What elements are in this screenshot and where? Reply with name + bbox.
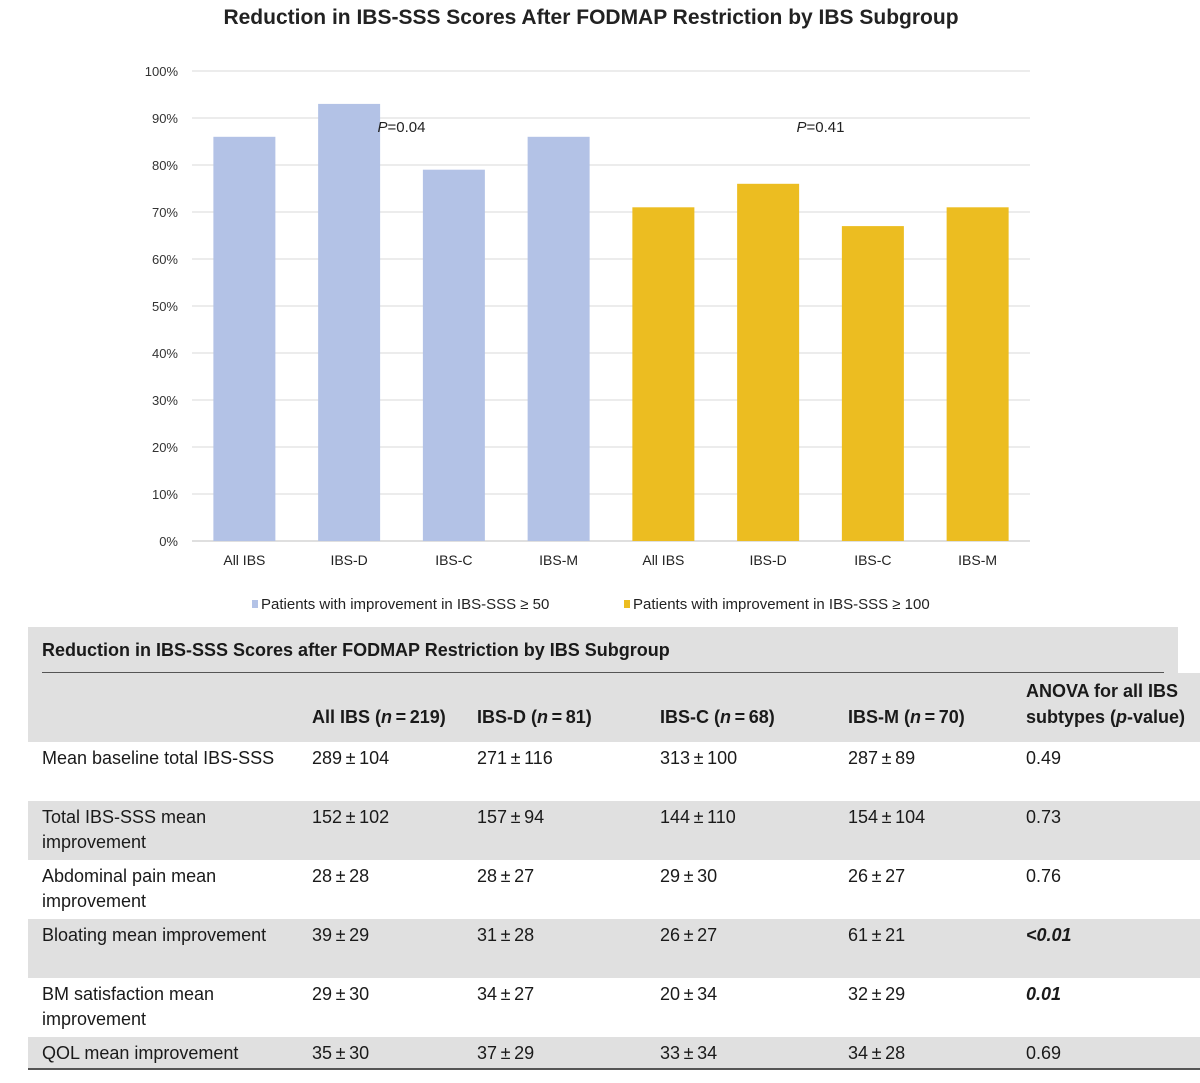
table-cell: 61 ± 21 [848, 925, 906, 945]
bar-ge100-ibs-c [841, 226, 904, 541]
table-cell: 157 ± 94 [477, 807, 545, 827]
table-cell: 154 ± 104 [848, 807, 926, 827]
table-cell: 29 ± 30 [312, 984, 370, 1004]
table-cell: 28 ± 27 [477, 866, 535, 886]
row-label: Total IBS-SSS mean improvement [42, 807, 207, 852]
bar-ge100-ibs-d [737, 183, 800, 542]
table-cell: 33 ± 34 [660, 1043, 718, 1063]
table-cell: 31 ± 28 [477, 925, 535, 945]
table-row: QOL mean improvement 35 ± 30 37 ± 29 33 ± 3… [28, 1037, 1200, 1069]
bar-ge100-ibs-m [946, 207, 1009, 542]
table-cell: 313 ± 100 [660, 748, 738, 768]
anova-p-value: 0.76 [1026, 866, 1062, 886]
y-tick-label: 0% [159, 534, 178, 549]
bar-ge50-all-ibs [213, 136, 276, 542]
table-caption: Reduction in IBS-SSS Scores after FODMAP… [28, 627, 1178, 673]
column-header: IBS-M (n = 70) [848, 707, 965, 727]
column-header: ANOVA for all IBS subtypes (p-value) [1026, 681, 1186, 727]
row-label: Mean baseline total IBS-SSS [42, 748, 275, 768]
x-axis-categories: All IBS IBS-D IBS-C IBS-M All IBS IBS-D IBS-C I… [223, 552, 997, 568]
legend: Patients with improvement in IBS-SSS ≥ 5… [252, 596, 930, 613]
legend-swatch [252, 600, 258, 608]
x-category-label: IBS-M [539, 552, 578, 568]
x-category-label: IBS-M [958, 552, 997, 568]
y-tick-label: 30% [152, 393, 178, 408]
y-tick-label: 90% [152, 111, 178, 126]
y-tick-label: 80% [152, 158, 178, 173]
table-cell: 26 ± 27 [660, 925, 718, 945]
x-category-label: IBS-C [854, 552, 891, 568]
bar-ge50-ibs-c [422, 169, 485, 541]
bars [213, 103, 1009, 542]
table-cell: 28 ± 28 [312, 866, 370, 886]
p-value-annotations: P=0.04 P=0.41 [378, 119, 845, 136]
anova-p-value: 0.69 [1026, 1043, 1062, 1063]
legend-swatch [624, 600, 630, 608]
table-header-row: All IBS (n = 219) IBS-D (n = 81) IBS-C (n … [28, 673, 1200, 742]
table-row: Total IBS-SSS mean improvement 152 ± 102 1… [28, 801, 1200, 860]
x-category-label: All IBS [223, 552, 265, 568]
table-cell: 289 ± 104 [312, 748, 390, 768]
table-cell: 35 ± 30 [312, 1043, 370, 1063]
row-label: Bloating mean improvement [42, 925, 267, 945]
table-cell: 26 ± 27 [848, 866, 906, 886]
y-tick-label: 70% [152, 205, 178, 220]
table-cell: 20 ± 34 [660, 984, 718, 1004]
table-row: Abdominal pain mean improvement 28 ± 28 28… [28, 860, 1200, 919]
legend-entry: Patients with improvement in IBS-SSS ≥ 1… [633, 596, 930, 613]
table-cell: 287 ± 89 [848, 748, 916, 768]
row-label: BM satisfaction mean improvement [42, 984, 215, 1029]
table-cell: 271 ± 116 [477, 748, 553, 768]
bar-ge50-ibs-m [527, 136, 590, 542]
header-empty [28, 673, 312, 742]
table-cell: 32 ± 29 [848, 984, 906, 1004]
legend-entry: Patients with improvement in IBS-SSS ≥ 5… [261, 596, 549, 613]
y-axis-ticks: 0% 10% 20% 30% 40% 50% 60% 70% 80% 90% 100% [145, 64, 179, 549]
bar-ge100-all-ibs [632, 207, 695, 542]
y-tick-label: 100% [145, 64, 179, 79]
table-cell: 29 ± 30 [660, 866, 718, 886]
y-tick-label: 10% [152, 487, 178, 502]
table-body: Mean baseline total IBS-SSS 289 ± 104 271 … [28, 742, 1200, 1069]
row-label: QOL mean improvement [42, 1043, 239, 1063]
column-header: All IBS (n = 219) [312, 707, 446, 727]
anova-p-value: 0.49 [1026, 748, 1062, 768]
p-value-annotation: P=0.41 [797, 119, 845, 136]
table-cell: 39 ± 29 [312, 925, 370, 945]
y-tick-label: 40% [152, 346, 178, 361]
bar-ge50-ibs-d [318, 103, 381, 542]
table-cell: 37 ± 29 [477, 1043, 535, 1063]
x-category-label: All IBS [642, 552, 684, 568]
y-tick-label: 60% [152, 252, 178, 267]
table-cell: 144 ± 110 [660, 807, 736, 827]
table-cell: 34 ± 27 [477, 984, 535, 1004]
table-row: BM satisfaction mean improvement 29 ± 30 3… [28, 978, 1200, 1037]
bar-chart: Reduction in IBS-SSS Scores After FODMAP… [145, 6, 1030, 613]
chart-title: Reduction in IBS-SSS Scores After FODMAP… [223, 6, 958, 29]
table-cell: 152 ± 102 [312, 807, 390, 827]
y-tick-label: 20% [152, 440, 178, 455]
x-category-label: IBS-D [749, 552, 786, 568]
anova-p-value: <0.01 [1026, 925, 1072, 945]
table-row: Mean baseline total IBS-SSS 289 ± 104 271 … [28, 742, 1200, 801]
y-tick-label: 50% [152, 299, 178, 314]
x-category-label: IBS-D [330, 552, 367, 568]
bar-chart-figure: Reduction in IBS-SSS Scores After FODMAP… [145, 6, 1030, 613]
table-row: Bloating mean improvement 39 ± 29 31 ± 28 2… [28, 919, 1200, 978]
column-header: IBS-D (n = 81) [477, 707, 592, 727]
gridlines [192, 70, 1030, 542]
anova-p-value: 0.01 [1026, 984, 1062, 1004]
row-label: Abdominal pain mean improvement [42, 866, 217, 911]
anova-p-value: 0.73 [1026, 807, 1062, 827]
results-table-block: Reduction in IBS-SSS Scores after FODMAP… [28, 627, 1200, 1073]
x-category-label: IBS-C [435, 552, 472, 568]
results-table: All IBS (n = 219) IBS-D (n = 81) IBS-C (n … [28, 673, 1200, 1070]
table-cell: 34 ± 28 [848, 1043, 906, 1063]
p-value-annotation: P=0.04 [378, 119, 426, 136]
column-header: IBS-C (n = 68) [660, 707, 775, 727]
